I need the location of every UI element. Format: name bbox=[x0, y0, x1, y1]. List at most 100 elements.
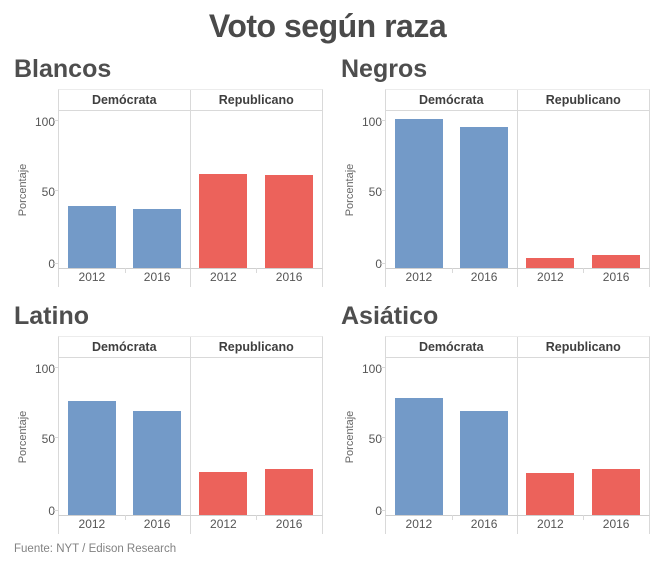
bar-blancos-republicano-2012[interactable] bbox=[199, 173, 248, 268]
y-tick-mark bbox=[381, 437, 386, 438]
x-tick-mark bbox=[451, 515, 453, 520]
bar-latino-democrata-2012[interactable] bbox=[67, 401, 116, 515]
y-tick-label-0: 0 bbox=[375, 257, 382, 271]
bar-blancos-democrata-2012[interactable] bbox=[67, 205, 116, 268]
x-tick-mark bbox=[451, 268, 453, 273]
header-democrata: Demócrata bbox=[59, 337, 191, 357]
bar-negros-republicano-2012[interactable] bbox=[526, 258, 575, 268]
x-tick-mark bbox=[583, 268, 585, 273]
y-tick-mark bbox=[381, 190, 386, 191]
bar-blancos-democrata-2016[interactable] bbox=[132, 208, 181, 268]
republicano-column bbox=[191, 358, 323, 515]
y-tick-label-0: 0 bbox=[48, 504, 55, 518]
bar-slot bbox=[583, 111, 649, 268]
panel-blancos: Blancos Porcentaje 100 50 0 Demócrata Re… bbox=[0, 55, 327, 287]
panel-asiatico: Asiático Porcentaje 100 50 0 Demócrata R… bbox=[327, 302, 655, 534]
x-label-2016: 2016 bbox=[275, 517, 303, 531]
x-label-2012: 2012 bbox=[78, 517, 106, 531]
header-democrata: Demócrata bbox=[59, 90, 191, 110]
x-axis-labels: 2012 2016 2012 2016 bbox=[385, 269, 650, 287]
header-democrata: Demócrata bbox=[386, 337, 518, 357]
bar-slot bbox=[256, 111, 322, 268]
y-axis: Porcentaje 100 50 0 bbox=[341, 111, 385, 271]
bar-slot bbox=[386, 111, 451, 268]
plot-wrap: Demócrata Republicano bbox=[381, 336, 650, 534]
bar-latino-democrata-2016[interactable] bbox=[132, 411, 181, 515]
x-axis-labels: 2012 2016 2012 2016 bbox=[58, 269, 323, 287]
republicano-column bbox=[518, 358, 650, 515]
y-tick-label-100: 100 bbox=[361, 115, 382, 129]
x-label-2016: 2016 bbox=[452, 516, 518, 534]
panel-title-negros: Negros bbox=[341, 55, 428, 83]
y-tick-mark bbox=[381, 120, 386, 121]
x-label-2016: 2016 bbox=[125, 269, 191, 287]
y-tick-label-50: 50 bbox=[368, 185, 382, 199]
bar-negros-republicano-2016[interactable] bbox=[592, 255, 641, 268]
chart-latino: Porcentaje 100 50 0 Demócrata Republican… bbox=[14, 336, 327, 534]
y-tick-mark bbox=[54, 190, 59, 191]
plot-wrap: Demócrata Republicano bbox=[54, 336, 323, 534]
header-republicano: Republicano bbox=[545, 340, 621, 354]
republicano-column bbox=[191, 111, 323, 268]
x-label-2012: 2012 bbox=[537, 517, 564, 531]
panel-title-asiatico: Asiático bbox=[341, 302, 439, 330]
x-tick-mark bbox=[124, 268, 126, 273]
x-tick-mark bbox=[124, 515, 126, 520]
democrata-column bbox=[59, 111, 191, 268]
bar-asiatico-democrata-2016[interactable] bbox=[459, 411, 508, 515]
y-tick-mark bbox=[54, 437, 59, 438]
plot-wrap: Demócrata Republicano bbox=[54, 89, 323, 287]
panel-title-blancos: Blancos bbox=[14, 55, 112, 83]
panel-title-latino: Latino bbox=[14, 302, 89, 330]
plot-area bbox=[381, 358, 650, 520]
panel-latino: Latino Porcentaje 100 50 0 Demócrata Rep… bbox=[0, 302, 327, 534]
chart-asiatico: Porcentaje 100 50 0 Demócrata Republican… bbox=[341, 336, 655, 534]
bar-slot bbox=[59, 111, 124, 268]
x-label-2016: 2016 bbox=[275, 270, 303, 284]
y-tick-mark bbox=[381, 367, 386, 368]
bar-blancos-republicano-2016[interactable] bbox=[265, 175, 314, 268]
y-axis-title: Porcentaje bbox=[344, 410, 356, 464]
x-label-2012: 2012 bbox=[405, 270, 433, 284]
plot-wrap: Demócrata Republicano bbox=[381, 89, 650, 287]
bar-slot bbox=[583, 358, 649, 515]
x-axis-labels: 2012 2016 2012 2016 bbox=[385, 516, 650, 534]
y-tick-label-100: 100 bbox=[361, 362, 382, 376]
bar-slot bbox=[518, 111, 584, 268]
bar-latino-republicano-2012[interactable] bbox=[199, 471, 248, 515]
y-tick-mark bbox=[54, 510, 59, 511]
x-label-2016: 2016 bbox=[602, 517, 630, 531]
small-multiples-grid: Blancos Porcentaje 100 50 0 Demócrata Re… bbox=[0, 55, 655, 534]
bar-latino-republicano-2016[interactable] bbox=[265, 468, 314, 515]
plot-area bbox=[381, 111, 650, 273]
x-label-2016: 2016 bbox=[602, 270, 630, 284]
x-label-2012: 2012 bbox=[537, 270, 564, 284]
democrata-column bbox=[386, 111, 518, 268]
y-axis-title: Porcentaje bbox=[17, 410, 29, 464]
x-label-2016: 2016 bbox=[125, 516, 191, 534]
bar-slot bbox=[124, 358, 189, 515]
plot-area bbox=[54, 111, 323, 273]
source-note: Fuente: NYT / Edison Research bbox=[14, 543, 177, 555]
column-headers: Demócrata Republicano bbox=[385, 336, 650, 358]
bar-slot bbox=[518, 358, 584, 515]
bar-negros-democrata-2016[interactable] bbox=[459, 127, 508, 268]
republicano-column bbox=[518, 111, 650, 268]
y-tick-mark bbox=[54, 263, 59, 264]
y-tick-label-50: 50 bbox=[41, 185, 55, 199]
bar-slot bbox=[191, 358, 257, 515]
x-label-2016: 2016 bbox=[452, 269, 518, 287]
bar-negros-democrata-2012[interactable] bbox=[394, 119, 443, 268]
bar-asiatico-republicano-2016[interactable] bbox=[592, 468, 641, 515]
bar-asiatico-democrata-2012[interactable] bbox=[394, 398, 443, 515]
y-tick-label-100: 100 bbox=[34, 115, 55, 129]
page-title: Voto según raza bbox=[208, 8, 447, 44]
bar-asiatico-republicano-2012[interactable] bbox=[526, 473, 575, 515]
y-tick-label-0: 0 bbox=[375, 504, 382, 518]
x-label-2012: 2012 bbox=[405, 517, 433, 531]
chart-negros: Porcentaje 100 50 0 Demócrata Republican… bbox=[341, 89, 655, 287]
y-axis: Porcentaje 100 50 0 bbox=[14, 358, 58, 518]
bar-slot bbox=[451, 358, 516, 515]
y-axis: Porcentaje 100 50 0 bbox=[14, 111, 58, 271]
bar-slot bbox=[256, 358, 322, 515]
